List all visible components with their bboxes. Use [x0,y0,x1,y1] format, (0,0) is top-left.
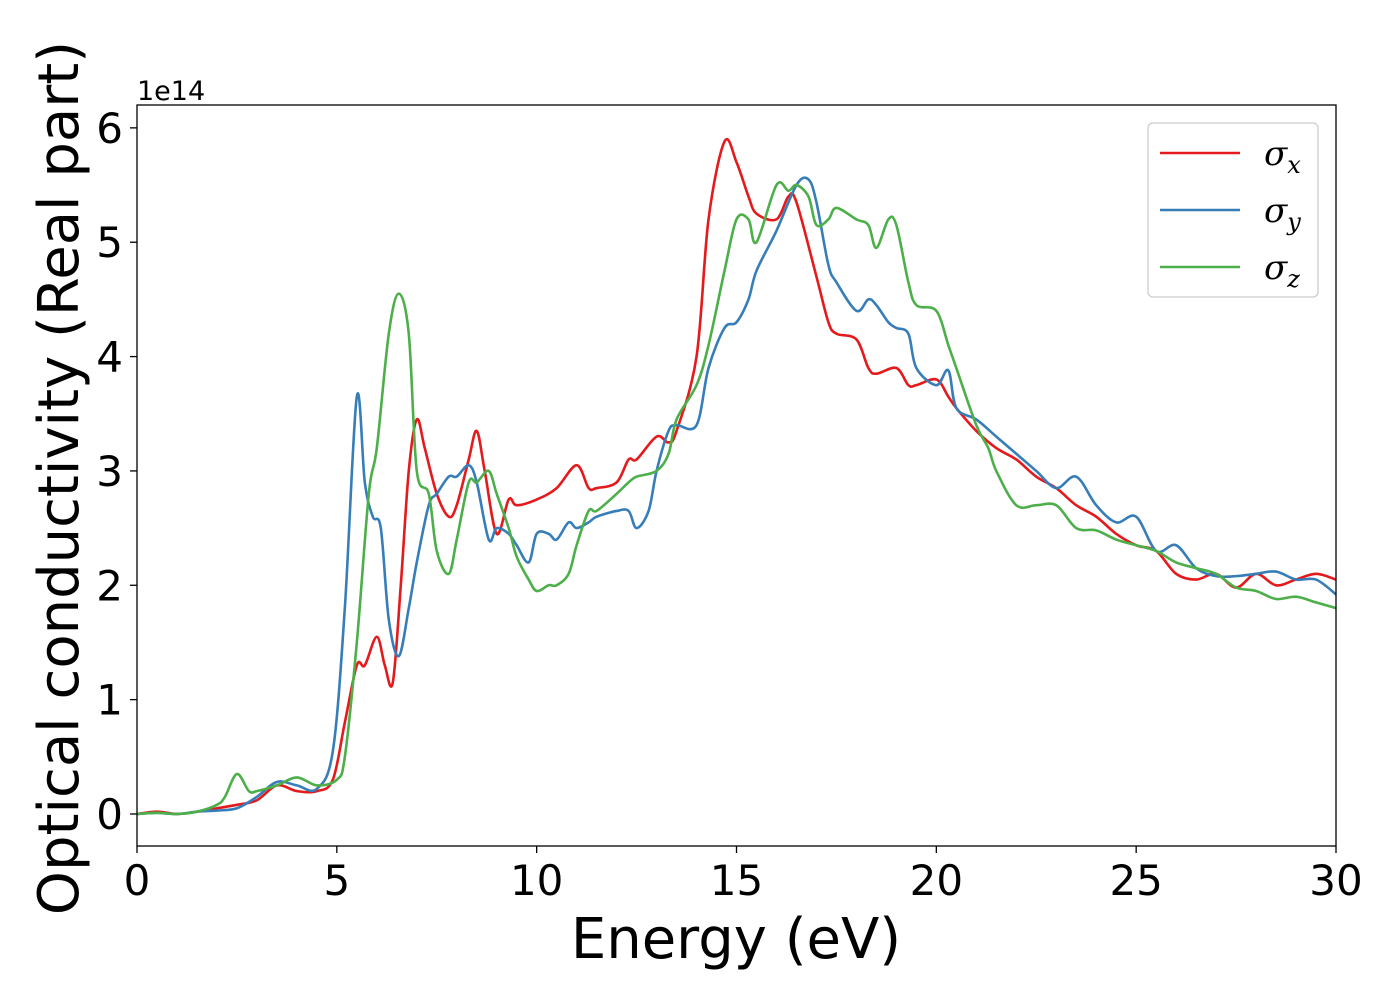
x-tick-label: 0 [124,856,151,905]
y-tick-label: 4 [96,333,123,382]
x-tick-label: 25 [1109,856,1162,905]
y-offset-label: 1e14 [137,76,205,107]
x-tick-label: 5 [323,856,350,905]
legend-label-y: σy [1264,191,1301,236]
y-tick-label: 5 [96,218,123,267]
y-tick-label: 3 [96,447,123,496]
y-tick-label: 0 [96,790,123,839]
x-tick-label: 30 [1309,856,1362,905]
series-line-y [137,176,1336,816]
legend-symbol: σ [1264,191,1288,231]
x-tick-label: 20 [910,856,963,905]
legend-subscript: x [1287,151,1301,179]
axes: 0 5 10 15 20 25 30 0 1 2 3 4 5 6 [96,104,1362,905]
legend-symbol: σ [1264,134,1288,174]
series-line-x [137,138,1336,816]
x-axis-title: Energy (eV) [571,907,901,972]
y-tick-label: 6 [96,104,123,153]
y-tick-label: 2 [96,561,123,610]
legend-subscript: z [1286,265,1300,293]
y-axis-title: Optical conductivity (Real part) [27,41,92,915]
series-line-z [137,181,1336,816]
legend-subscript: y [1286,208,1301,236]
x-tick-label: 15 [710,856,763,905]
x-tick-label: 10 [510,856,563,905]
y-tick-label: 1 [96,676,123,725]
legend-label-x: σx [1264,134,1301,179]
legend-label-z: σz [1264,248,1300,293]
legend-symbol: σ [1264,248,1288,288]
series-lines [137,138,1336,816]
